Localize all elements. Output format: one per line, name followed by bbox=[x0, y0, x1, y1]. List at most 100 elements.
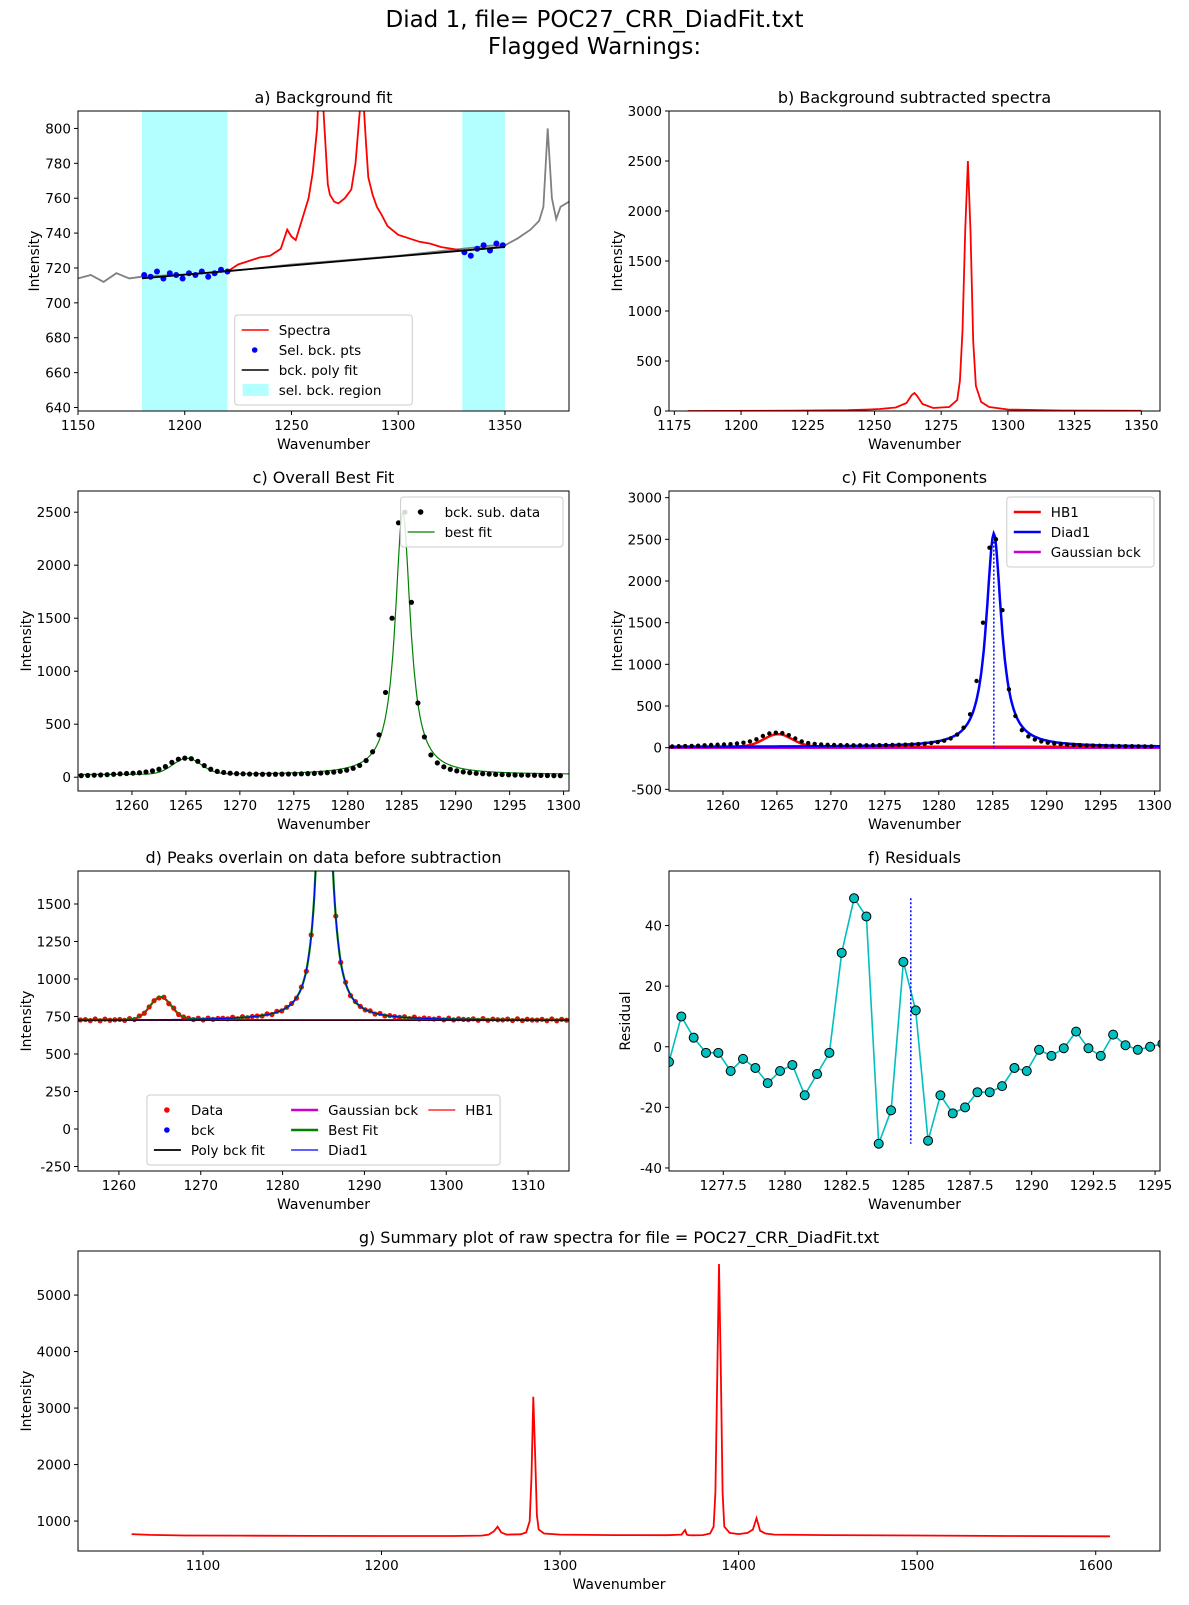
data-point bbox=[864, 743, 869, 748]
x-tick-label: 1100 bbox=[186, 1558, 220, 1574]
bck-point bbox=[179, 275, 186, 282]
data-point bbox=[961, 725, 966, 730]
legend-label: Sel. bck. pts bbox=[279, 343, 362, 359]
data-point bbox=[311, 770, 317, 777]
x-tick-label: 1280 bbox=[331, 798, 365, 814]
x-axis-label: Wavenumber bbox=[277, 437, 370, 453]
data-point bbox=[1136, 744, 1141, 749]
y-axis-label: Intensity bbox=[19, 611, 35, 672]
legend-label: Poly bck fit bbox=[191, 1143, 265, 1159]
data-point bbox=[980, 620, 986, 625]
y-axis-label: Intensity bbox=[19, 1371, 35, 1432]
axes-title: d) Peaks overlain on data before subtrac… bbox=[146, 848, 502, 867]
data-point bbox=[486, 771, 492, 777]
x-tick-label: 1150 bbox=[61, 418, 95, 434]
bck-point bbox=[480, 242, 487, 249]
data-point bbox=[1019, 727, 1025, 733]
x-tick-label: 1270 bbox=[223, 798, 257, 814]
data-point bbox=[1149, 744, 1154, 749]
x-tick-label: 1500 bbox=[900, 1558, 934, 1574]
legend-label: Diad1 bbox=[1051, 525, 1091, 541]
data-point bbox=[136, 770, 143, 776]
y-tick-label: 2000 bbox=[37, 558, 71, 574]
x-tick-label: 1277.5 bbox=[700, 1178, 747, 1194]
x-tick-label: 1250 bbox=[274, 418, 308, 434]
data-point bbox=[734, 741, 740, 746]
axes-c2: HB1 Diad1 Gaussian bck 1260 1265 1270 1275 1280… bbox=[610, 468, 1172, 833]
legend-label: best fit bbox=[445, 525, 492, 541]
data-point bbox=[831, 742, 837, 748]
x-tick-label: 1310 bbox=[511, 1178, 545, 1194]
y-axis-label: Intensity bbox=[610, 231, 626, 292]
residual-point bbox=[1132, 1044, 1143, 1055]
data-point bbox=[318, 770, 324, 776]
data-point bbox=[123, 770, 130, 777]
x-tick-label: 1275 bbox=[868, 798, 902, 814]
data-point bbox=[1013, 713, 1018, 719]
data-point bbox=[531, 772, 538, 778]
data-point bbox=[689, 743, 694, 749]
axes-title: a) Background fit bbox=[254, 88, 392, 107]
legend-label: HB1 bbox=[1051, 505, 1079, 521]
plot-area-d bbox=[78, 871, 569, 1024]
bck-point bbox=[153, 268, 160, 275]
residual-point bbox=[787, 1059, 798, 1070]
data-point bbox=[780, 730, 785, 736]
x-tick-label: 1300 bbox=[991, 418, 1025, 434]
legend-marker bbox=[417, 509, 424, 515]
data-point bbox=[467, 770, 473, 776]
data-point bbox=[760, 733, 766, 739]
data-point bbox=[518, 772, 525, 778]
data-point bbox=[104, 772, 110, 778]
residual-point bbox=[775, 1066, 786, 1076]
x-tick-label: 1200 bbox=[168, 418, 202, 434]
y-tick-label: 500 bbox=[45, 1047, 71, 1063]
axes-g: 1100 1200 1300 1400 1500 1600 1000 2000 3000 4000… bbox=[19, 1228, 1161, 1593]
bck-point bbox=[166, 270, 173, 277]
bck-poly-fit-line bbox=[141, 246, 506, 280]
data-point bbox=[877, 742, 882, 748]
bck-point bbox=[205, 273, 212, 280]
data-point bbox=[793, 736, 798, 741]
y-tick-label: 1500 bbox=[37, 897, 71, 913]
data-point bbox=[493, 771, 499, 777]
data-point bbox=[370, 749, 376, 755]
y-tick-label: 1000 bbox=[628, 657, 662, 673]
data-point bbox=[1000, 607, 1005, 613]
residual-point bbox=[1046, 1050, 1057, 1061]
x-tick-label: 1280 bbox=[265, 1178, 299, 1194]
axes-b: 1175 1200 1225 1250 1275 1300 1325 1350 0 500 1000… bbox=[610, 88, 1161, 453]
data-point bbox=[98, 772, 104, 778]
data-point bbox=[728, 741, 733, 747]
data-point bbox=[175, 756, 181, 762]
residual-point bbox=[836, 947, 847, 958]
data-point bbox=[767, 731, 772, 736]
data-point bbox=[870, 743, 876, 748]
y-tick-label: 2500 bbox=[628, 154, 662, 170]
x-tick-label: 1350 bbox=[488, 418, 522, 434]
residual-line bbox=[669, 896, 1160, 1144]
data-point bbox=[78, 773, 84, 779]
data-point bbox=[1026, 734, 1031, 739]
data-point bbox=[773, 730, 779, 735]
hb1-line bbox=[669, 732, 1160, 748]
y-tick-label: 0 bbox=[653, 741, 662, 757]
data-point bbox=[825, 742, 830, 748]
residual-point bbox=[1083, 1043, 1094, 1054]
data-point bbox=[201, 762, 207, 769]
x-tick-label: 1280 bbox=[768, 1178, 802, 1194]
plot-area-f bbox=[669, 893, 1160, 1149]
figure-title: Diad 1, file= POC27_CRR_DiadFit.txt bbox=[385, 7, 804, 33]
legend-label: sel. bck. region bbox=[279, 383, 382, 399]
axes-frame bbox=[668, 870, 1161, 1172]
x-tick-label: 1325 bbox=[1057, 418, 1091, 434]
residual-point bbox=[997, 1081, 1008, 1092]
data-point bbox=[460, 769, 466, 775]
data-point bbox=[799, 739, 804, 744]
data-point bbox=[240, 771, 246, 777]
x-tick-label: 1275 bbox=[277, 798, 311, 814]
data-point bbox=[350, 765, 356, 771]
raw-spectra-line bbox=[131, 1263, 1111, 1538]
x-tick-label: 1260 bbox=[115, 798, 149, 814]
data-point bbox=[130, 770, 136, 776]
